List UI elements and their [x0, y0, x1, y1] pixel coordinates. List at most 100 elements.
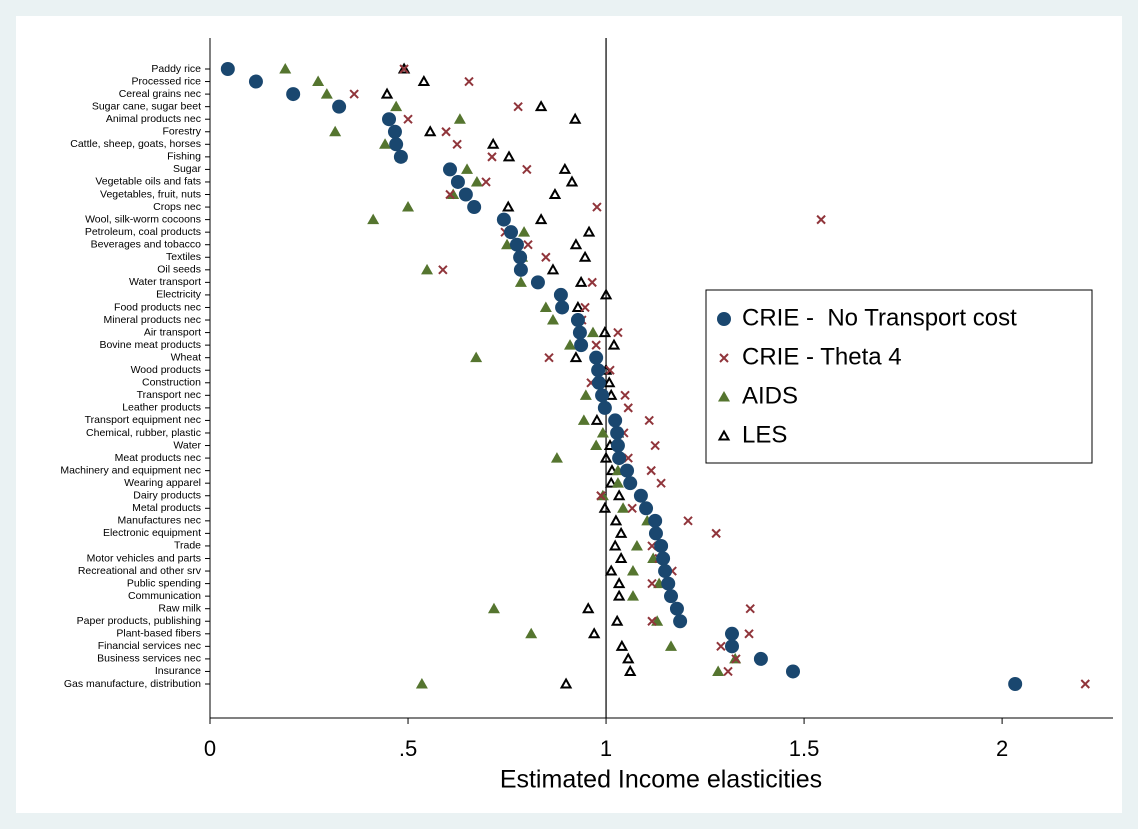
triangle	[550, 452, 563, 463]
triangle	[390, 100, 403, 112]
dot	[595, 388, 610, 403]
cross	[1080, 679, 1090, 689]
triangle-open	[615, 639, 629, 651]
cross	[647, 616, 657, 626]
triangle	[367, 213, 380, 225]
category-label: Electricity	[156, 289, 202, 301]
dot	[656, 551, 671, 566]
cross	[523, 240, 533, 250]
dot	[555, 300, 570, 315]
cross	[605, 365, 615, 375]
category-label: Trade	[174, 540, 201, 552]
category-label: Sugar cane, sugar beet	[92, 100, 201, 112]
triangle-open	[559, 677, 573, 689]
dot	[591, 375, 606, 390]
dot	[648, 513, 663, 528]
dot	[658, 564, 673, 579]
triangle-open	[502, 150, 516, 162]
cross	[613, 327, 623, 338]
triangle-open	[607, 338, 621, 350]
legend-label: LES	[742, 421, 787, 448]
triangle	[320, 88, 333, 99]
triangle	[611, 477, 624, 488]
legend-marker	[717, 429, 731, 441]
category-label: Communication	[128, 590, 201, 602]
dot	[572, 325, 587, 340]
category-label: Public spending	[127, 577, 201, 589]
cross	[445, 189, 455, 200]
cross	[438, 265, 448, 275]
dot	[530, 275, 545, 290]
cross	[650, 440, 660, 451]
triangle-open	[587, 627, 601, 639]
triangle	[487, 602, 500, 614]
category-label: Textiles	[166, 251, 201, 263]
triangle	[617, 502, 630, 513]
category-label: Manufactures nec	[118, 515, 201, 527]
triangle-open	[605, 464, 619, 476]
category-label: Meat products nec	[115, 452, 201, 464]
cross	[452, 139, 462, 150]
category-label: Food products nec	[114, 301, 201, 313]
x-tick-label: 1	[600, 736, 612, 761]
category-label: Cereal grains nec	[119, 88, 201, 100]
triangle-open	[568, 112, 582, 124]
x-tick-label: 0	[204, 736, 216, 761]
triangle-open	[423, 125, 437, 137]
triangle-open	[571, 300, 585, 312]
cross	[620, 390, 630, 401]
category-label: Raw milk	[158, 602, 201, 614]
triangle-open	[609, 514, 623, 526]
triangle-open	[546, 263, 560, 275]
cross	[403, 114, 413, 124]
cross	[487, 152, 497, 162]
triangle	[525, 627, 538, 639]
triangle	[626, 565, 639, 576]
cross	[580, 302, 590, 313]
category-label: Animal products nec	[106, 113, 201, 125]
triangle-open	[397, 62, 411, 74]
triangle	[453, 113, 466, 124]
triangle	[590, 439, 603, 451]
dot	[597, 400, 612, 415]
triangle-open	[598, 501, 612, 513]
triangle-open	[569, 238, 583, 250]
category-label: Paper products, publishing	[77, 615, 201, 627]
dot	[620, 463, 635, 478]
category-label: Petroleum, coal products	[85, 226, 201, 238]
triangle	[415, 678, 428, 689]
category-label: Insurance	[155, 665, 201, 677]
cross	[711, 528, 721, 539]
triangle-open	[624, 664, 637, 676]
cross	[587, 277, 597, 288]
category-label: Chemical, rubber, plastic	[86, 427, 201, 439]
legend-label: CRIE - No Transport cost	[742, 304, 1017, 331]
category-label: Dairy products	[133, 490, 201, 502]
triangle	[539, 301, 552, 312]
triangle	[279, 63, 292, 74]
dot	[467, 200, 482, 215]
category-label: Bovine meat products	[99, 339, 201, 351]
category-label: Oil seeds	[157, 264, 201, 276]
legend-label: AIDS	[742, 382, 798, 409]
dot	[1008, 677, 1023, 691]
triangle	[447, 188, 460, 200]
dot	[382, 112, 397, 127]
triangle	[421, 263, 434, 275]
triangle-open	[569, 351, 583, 363]
triangle-open	[590, 413, 604, 425]
x-tick-label: .5	[399, 736, 417, 761]
triangle	[379, 138, 392, 149]
category-label: Wearing apparel	[124, 477, 201, 489]
category-label: Financial services nec	[98, 640, 201, 652]
cross	[644, 415, 654, 426]
dot	[387, 124, 402, 139]
triangle	[470, 175, 483, 187]
dot	[661, 576, 676, 591]
x-axis-title: Estimated Income elasticities	[500, 766, 822, 794]
triangle-open	[599, 288, 613, 300]
category-label: Transport equipment nec	[85, 414, 201, 426]
cross	[522, 164, 532, 175]
triangle	[577, 414, 590, 425]
category-label: Wheat	[171, 351, 201, 363]
